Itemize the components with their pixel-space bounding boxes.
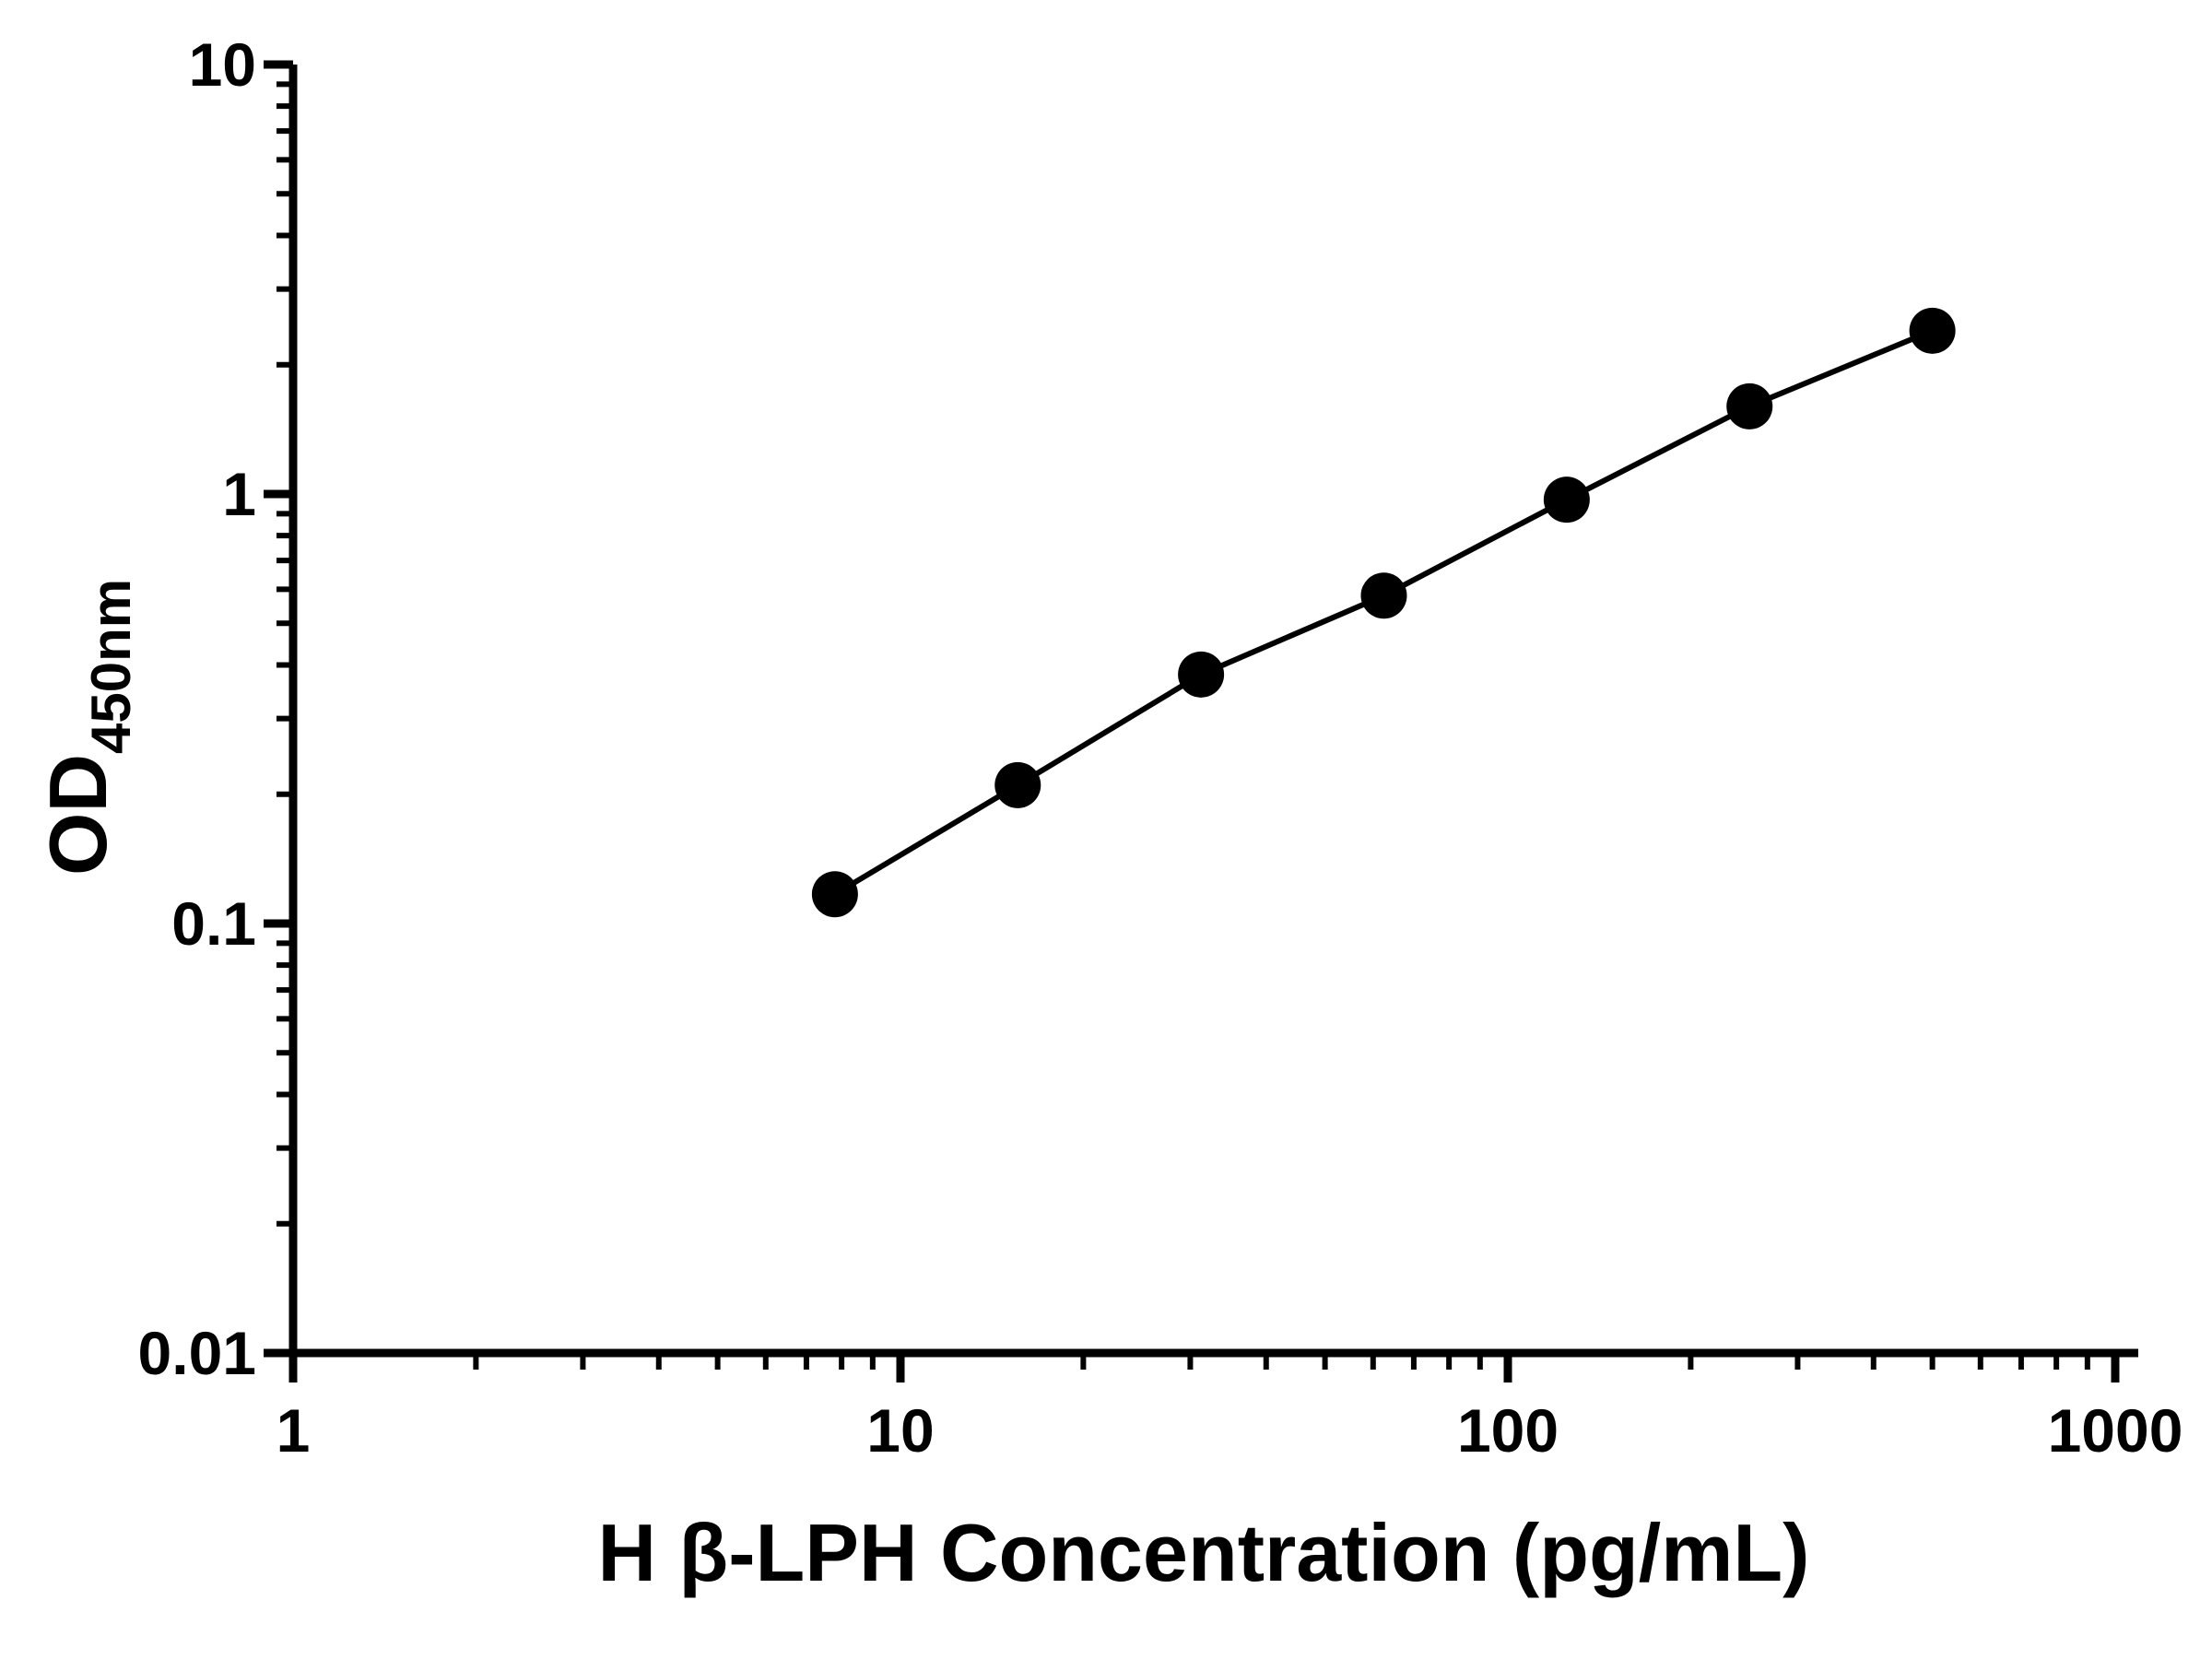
data-point	[1726, 382, 1773, 429]
x-tick-labels: 1 10 100 1000	[276, 1396, 2183, 1465]
y-tick-label-0p01: 0.01	[138, 1319, 256, 1387]
x-tick-label-1000: 1000	[2048, 1396, 2183, 1465]
y-axis-title-subscript: 450nm	[80, 579, 142, 754]
data-point	[1360, 572, 1407, 619]
y-axis-title: OD450nm	[32, 579, 142, 876]
data-point	[811, 871, 858, 918]
data-point	[1543, 477, 1590, 524]
x-axis-title: H β-LPH Concentration (pg/mL)	[598, 1507, 1810, 1598]
series-layer	[811, 307, 1956, 918]
y-axis-title-main: OD	[32, 754, 124, 876]
data-point	[1178, 651, 1225, 698]
data-point	[994, 761, 1041, 808]
x-tick-label-1: 1	[276, 1396, 311, 1465]
x-tick-label-10: 10	[866, 1396, 934, 1465]
axes-layer	[264, 60, 2138, 1382]
x-tick-label-100: 100	[1457, 1396, 1559, 1465]
y-tick-label-1: 1	[222, 460, 256, 528]
y-tick-label-0p1: 0.1	[171, 889, 256, 958]
axis-spines	[288, 65, 2138, 1358]
y-tick-labels: 0.01 0.1 1 10	[138, 30, 256, 1387]
data-point	[1909, 307, 1956, 354]
y-tick-label-10: 10	[189, 30, 256, 99]
